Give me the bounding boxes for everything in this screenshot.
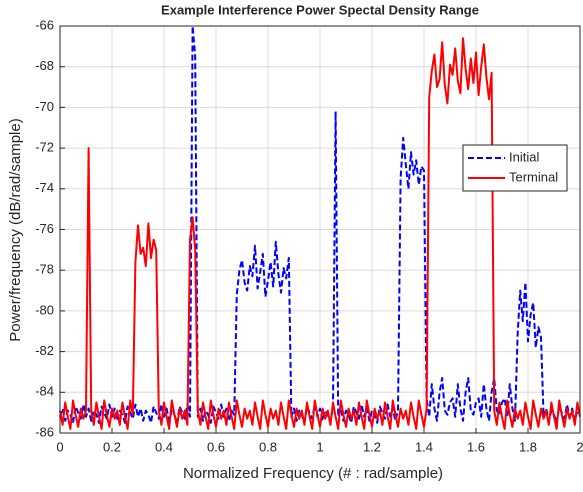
x-tick-label: 2 — [576, 439, 583, 454]
y-tick-label: -84 — [35, 384, 54, 399]
legend-box — [462, 144, 568, 192]
x-tick-label: 0.6 — [207, 439, 225, 454]
x-tick-label: 0.8 — [259, 439, 277, 454]
legend-label: Terminal — [509, 169, 558, 184]
x-tick-label: 0 — [56, 439, 63, 454]
y-tick-label: -74 — [35, 180, 54, 195]
y-tick-label: -72 — [35, 140, 54, 155]
chart-title: Example Interference Power Spectal Densi… — [161, 2, 479, 17]
x-tick-label: 1.6 — [467, 439, 485, 454]
x-tick-label: 1 — [316, 439, 323, 454]
x-tick-label: 0.4 — [155, 439, 173, 454]
legend-label: Initial — [509, 149, 539, 164]
y-tick-label: -68 — [35, 58, 54, 73]
x-axis-label: Normalized Frequency (# : rad/sample) — [183, 465, 443, 482]
x-tick-label: 0.2 — [103, 439, 121, 454]
x-tick-label: 1.4 — [415, 439, 433, 454]
y-tick-label: -70 — [35, 99, 54, 114]
y-tick-label: -82 — [35, 343, 54, 358]
y-tick-label: -78 — [35, 262, 54, 277]
y-tick-label: -66 — [35, 17, 54, 32]
plot-frame — [59, 25, 581, 434]
x-tick-label: 1.8 — [519, 439, 537, 454]
y-tick-label: -80 — [35, 302, 54, 317]
series-line — [59, 37, 581, 430]
y-tick-label: -86 — [35, 424, 54, 439]
y-tick-label: -76 — [35, 221, 54, 236]
y-axis-label: Power/frequency (dB/rad/sample) — [7, 118, 24, 341]
legend: Initial Terminal — [462, 144, 568, 192]
x-tick-label: 1.2 — [363, 439, 381, 454]
